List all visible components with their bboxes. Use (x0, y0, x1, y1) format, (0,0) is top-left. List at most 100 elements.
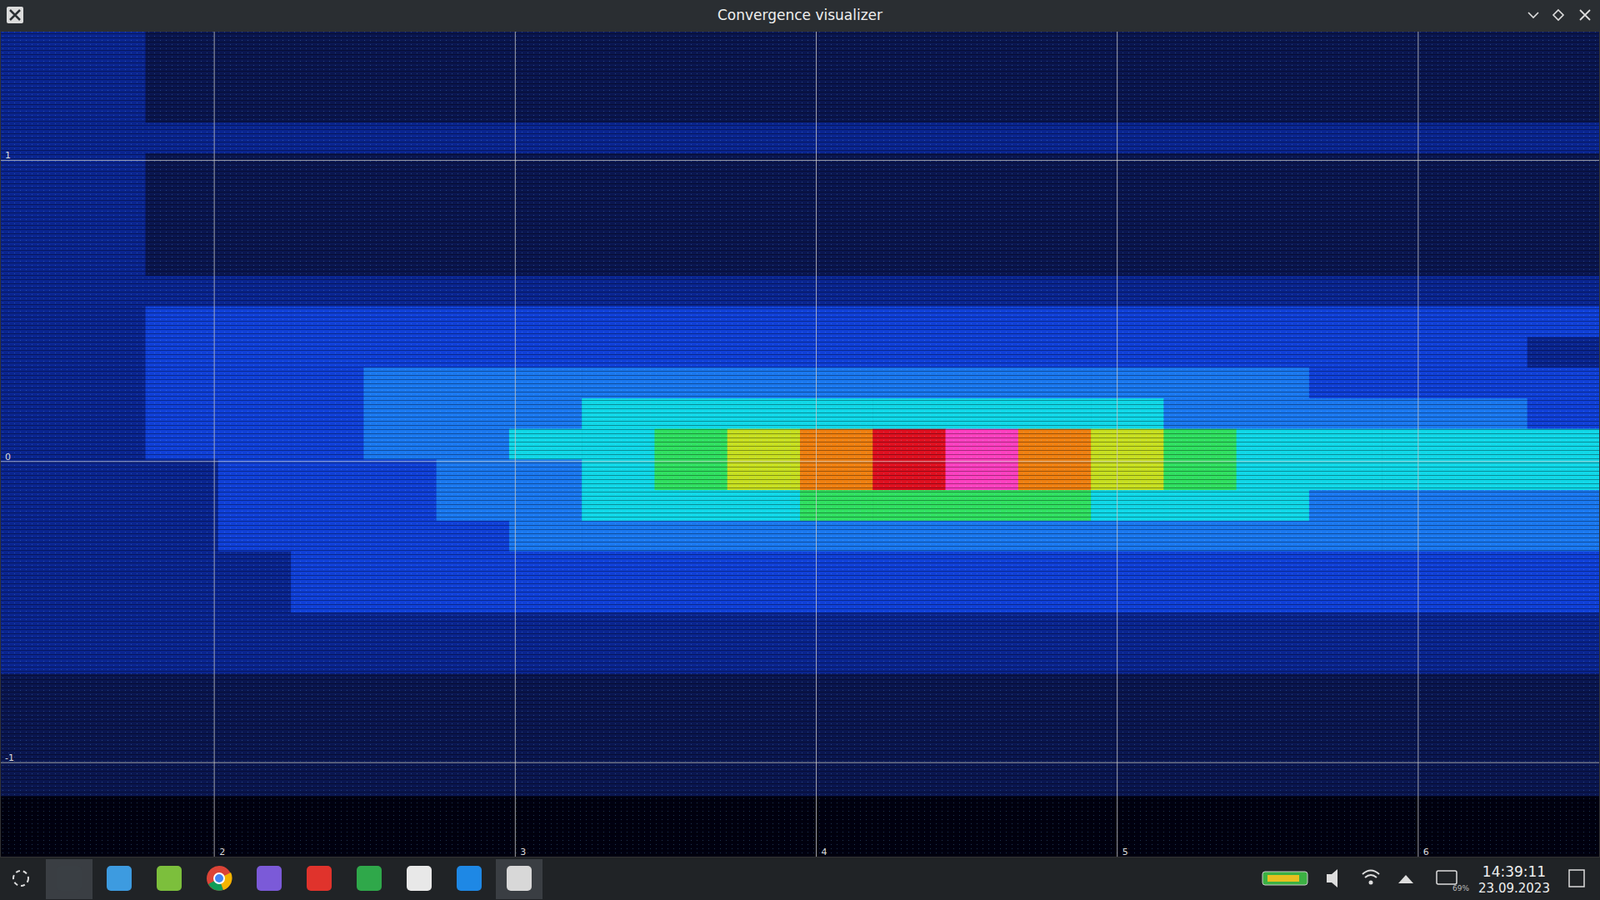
heat-cell (1309, 581, 1383, 613)
heat-cell (509, 612, 583, 644)
heat-cell (872, 336, 946, 368)
heat-cell (290, 429, 365, 460)
heat-cell (1309, 551, 1383, 583)
task-icon-vscode[interactable] (456, 865, 482, 891)
heat-cell (800, 61, 874, 93)
minimize-button[interactable] (1528, 12, 1539, 18)
task-icon-files[interactable] (106, 865, 132, 891)
heat-cell (872, 61, 946, 93)
heat-cell (145, 245, 220, 276)
close-button[interactable] (1580, 10, 1590, 20)
background (0, 0, 1600, 900)
heat-cell (727, 735, 801, 766)
heat-cell (1018, 91, 1092, 123)
heat-cell (800, 551, 874, 583)
heat-cell (581, 214, 655, 245)
heat-cell (1454, 459, 1528, 490)
task-icon-app-green[interactable] (156, 865, 182, 891)
heat-cell (1527, 153, 1600, 185)
heat-cell (218, 275, 292, 307)
heat-cell (1163, 336, 1237, 368)
volume-icon[interactable] (1326, 869, 1338, 888)
heat-cell (509, 153, 583, 185)
heat-cell (654, 826, 728, 858)
heat-cell (363, 30, 437, 62)
heat-cell (1527, 91, 1600, 123)
task-icon-terminal[interactable] (56, 865, 82, 891)
heat-cell (727, 612, 801, 644)
maximize-button[interactable] (1553, 10, 1564, 20)
heat-cell (363, 551, 437, 583)
heat-cell (436, 551, 510, 583)
task-icon-qtcreator[interactable] (356, 865, 382, 891)
show-desktop[interactable] (1569, 870, 1585, 887)
heat-cell (1018, 398, 1092, 430)
heat-cell (1454, 214, 1528, 245)
task-icon-app-purple[interactable] (256, 865, 282, 891)
heat-cell (800, 490, 874, 521)
heat-cell (1527, 122, 1600, 154)
heat-cell (1018, 367, 1092, 399)
heat-cell (72, 122, 146, 154)
heat-cell (1090, 122, 1165, 154)
heat-cell (1236, 520, 1310, 552)
heat-cell (363, 826, 437, 858)
wifi-icon[interactable] (1362, 870, 1380, 879)
heat-cell (872, 643, 946, 675)
task-icon-visualizer[interactable] (506, 865, 532, 891)
heat-cell (1236, 245, 1310, 276)
heat-cell (363, 184, 437, 215)
heat-cell (1090, 306, 1165, 338)
task-icon-github[interactable] (406, 865, 432, 891)
heat-cell (1018, 551, 1092, 583)
heat-cell (1309, 674, 1383, 705)
heat-cell (290, 796, 365, 828)
heat-cell (290, 612, 365, 644)
heat-cell (1018, 275, 1092, 307)
heat-cell (654, 704, 728, 735)
heat-cell (509, 674, 583, 705)
heat-cell (1454, 91, 1528, 123)
heat-cell (363, 490, 437, 521)
task-icon-app-red[interactable] (306, 865, 332, 891)
heat-cell (1163, 398, 1237, 430)
heat-cell (72, 643, 146, 675)
heat-cell (290, 643, 365, 675)
heat-cell (1236, 459, 1310, 490)
heat-cell (872, 398, 946, 430)
heat-cell (436, 429, 510, 460)
heat-cell (436, 184, 510, 215)
y-tick-label: -1 (5, 752, 15, 764)
heat-cell (363, 245, 437, 276)
heat-cell (436, 674, 510, 705)
launcher[interactable] (13, 870, 29, 886)
task-icon-chrome[interactable] (206, 865, 232, 891)
heat-cell (945, 184, 1020, 215)
texture (0, 30, 1600, 858)
heat-cell (581, 796, 655, 828)
grid-line-x (1116, 30, 1118, 858)
heat-cell (945, 765, 1020, 797)
heat-cell (72, 30, 146, 62)
heat-cell (581, 551, 655, 583)
heat-cell (436, 643, 510, 675)
heat-cell (363, 459, 437, 490)
heat-cell (727, 153, 801, 185)
heat-cell (1163, 459, 1237, 490)
heat-cell (145, 429, 220, 460)
heat-cell (872, 520, 946, 552)
tray-expand[interactable] (1398, 875, 1414, 884)
heat-cell (1236, 704, 1310, 735)
heat-cell (0, 551, 74, 583)
heat-cell (145, 796, 220, 828)
heat-cell (1090, 704, 1165, 735)
x-tick-label: 3 (520, 846, 526, 858)
heat-cell (1163, 61, 1237, 93)
heat-cell (945, 735, 1020, 766)
heat-cell (800, 214, 874, 245)
heat-cell (1163, 429, 1237, 460)
heat-cell (0, 245, 74, 276)
heat-cell (654, 429, 728, 460)
heat-cell (145, 490, 220, 521)
heat-cell (872, 796, 946, 828)
